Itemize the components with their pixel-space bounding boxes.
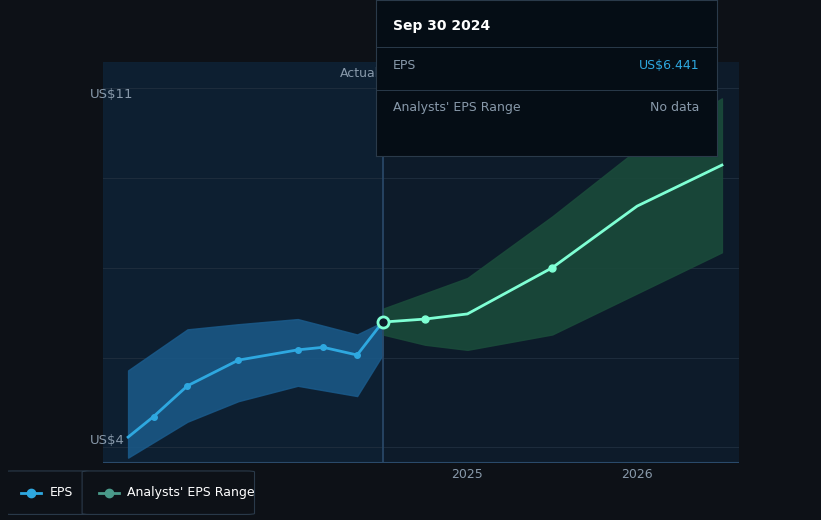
Text: No data: No data bbox=[650, 101, 699, 114]
Text: Analysts Forecasts: Analysts Forecasts bbox=[391, 68, 507, 81]
Text: US$4: US$4 bbox=[90, 434, 125, 447]
Text: Analysts' EPS Range: Analysts' EPS Range bbox=[127, 486, 255, 499]
Text: Analysts' EPS Range: Analysts' EPS Range bbox=[393, 101, 521, 114]
Text: EPS: EPS bbox=[393, 59, 416, 72]
FancyBboxPatch shape bbox=[4, 471, 90, 514]
Text: US$11: US$11 bbox=[90, 88, 133, 101]
Bar bbox=[103, 62, 383, 463]
Text: Actual: Actual bbox=[340, 68, 379, 81]
Text: US$6.441: US$6.441 bbox=[639, 59, 699, 72]
Text: EPS: EPS bbox=[49, 486, 72, 499]
Text: Sep 30 2024: Sep 30 2024 bbox=[393, 19, 490, 33]
FancyBboxPatch shape bbox=[82, 471, 255, 514]
